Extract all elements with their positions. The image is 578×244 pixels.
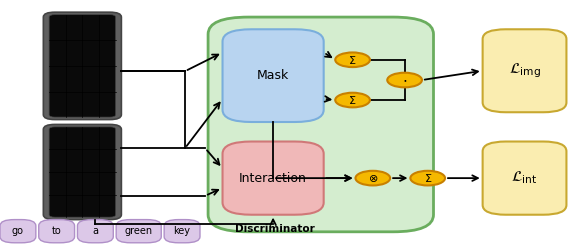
FancyBboxPatch shape [223, 142, 324, 215]
Circle shape [335, 93, 370, 107]
FancyBboxPatch shape [39, 220, 75, 243]
FancyBboxPatch shape [0, 220, 36, 243]
Circle shape [335, 52, 370, 67]
Text: key: key [173, 226, 191, 236]
Text: to: to [52, 226, 61, 236]
FancyBboxPatch shape [116, 220, 161, 243]
FancyBboxPatch shape [223, 29, 324, 122]
FancyBboxPatch shape [43, 12, 121, 120]
FancyBboxPatch shape [164, 220, 200, 243]
FancyBboxPatch shape [49, 15, 116, 117]
FancyBboxPatch shape [43, 124, 121, 220]
Text: $\otimes$: $\otimes$ [368, 173, 378, 184]
Circle shape [355, 171, 390, 185]
Text: a: a [92, 226, 98, 236]
FancyBboxPatch shape [77, 220, 113, 243]
FancyBboxPatch shape [49, 127, 116, 217]
Text: $\Sigma$: $\Sigma$ [349, 54, 357, 66]
Text: Mask: Mask [257, 69, 289, 82]
FancyBboxPatch shape [483, 142, 566, 215]
FancyBboxPatch shape [208, 17, 434, 232]
Text: $\cdot$: $\cdot$ [402, 72, 407, 88]
Text: Discriminator: Discriminator [235, 224, 314, 234]
Text: $\mathcal{L}_\mathrm{img}$: $\mathcal{L}_\mathrm{img}$ [509, 61, 540, 80]
FancyBboxPatch shape [483, 29, 566, 112]
Text: $\Sigma$: $\Sigma$ [349, 94, 357, 106]
Text: green: green [125, 226, 153, 236]
Text: $\Sigma$: $\Sigma$ [424, 172, 432, 184]
Text: Interaction: Interaction [239, 172, 307, 185]
Text: $\mathcal{L}_\mathrm{int}$: $\mathcal{L}_\mathrm{int}$ [512, 170, 538, 186]
Text: go: go [12, 226, 24, 236]
Circle shape [410, 171, 445, 185]
Circle shape [387, 73, 422, 87]
